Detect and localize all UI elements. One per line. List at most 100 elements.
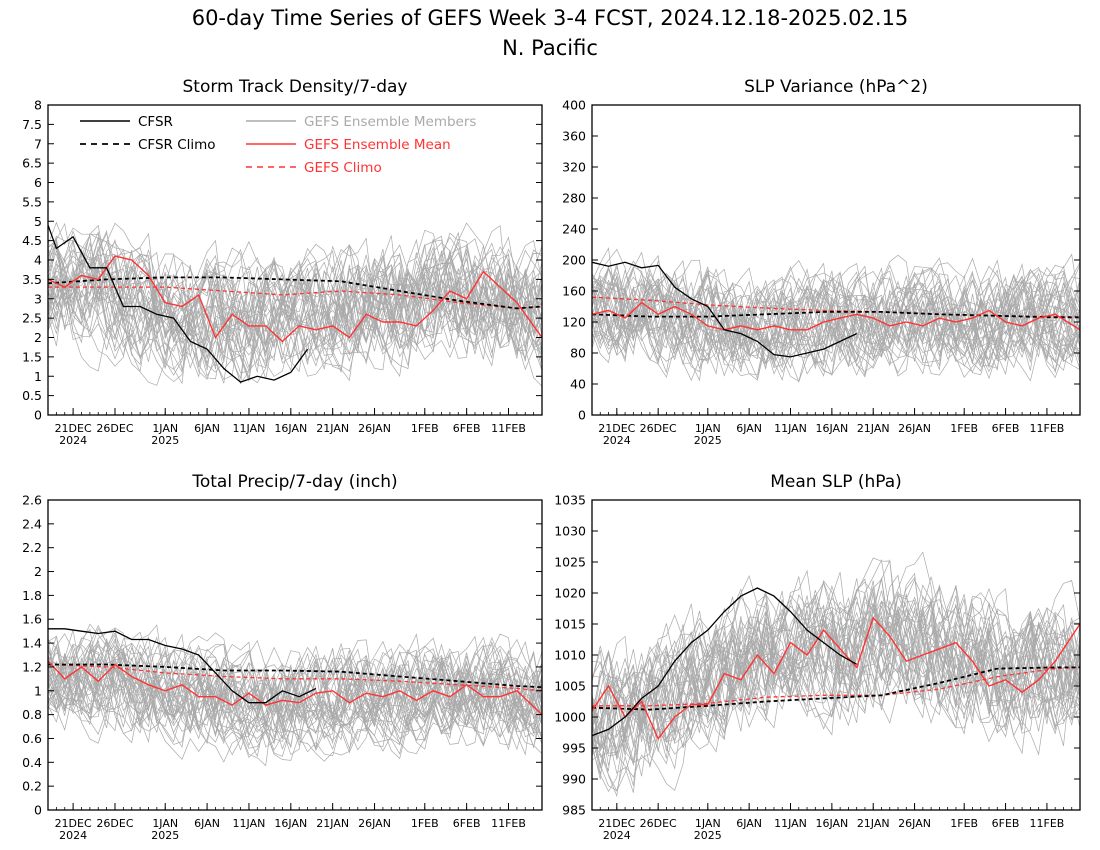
ensemble-member-line (48, 233, 542, 369)
y-tick-label: 2.4 (22, 516, 42, 531)
series-gefs-climo (48, 286, 542, 310)
panel-2: SLP Variance (hPa^2) 0 40 80 120 160 200 240 280… (562, 77, 1081, 447)
y-tick-label: 1020 (554, 586, 586, 601)
y-tick-label: 1.6 (22, 612, 42, 627)
ensemble-member-line (48, 645, 542, 731)
x-tick-label: 16JAN (815, 817, 848, 830)
series-cfsr (48, 628, 317, 704)
ensemble-member-line (48, 648, 542, 744)
ensemble-member-line (48, 633, 542, 756)
y-tick-label: 2 (34, 330, 42, 345)
y-tick-label: 4 (34, 253, 42, 268)
ensemble-member-line (48, 221, 542, 359)
y-tick-label: 80 (570, 346, 586, 361)
x-tick-label: 11JAN (774, 422, 807, 435)
ensemble-member-line (592, 265, 1080, 364)
ensemble-member-line (48, 635, 542, 749)
y-tick-label: 1035 (554, 493, 586, 508)
x-tick-label: 1FEB (411, 422, 439, 435)
ensemble-member-line (592, 267, 1080, 371)
ensemble-member-line (48, 636, 542, 745)
y-tick-label: 6 (34, 175, 42, 190)
ensemble-member-line (592, 247, 1080, 367)
x-tick-label: 6FEB (992, 817, 1020, 830)
panel-title: Storm Track Density/7-day (183, 77, 408, 97)
ensemble-member-line (48, 635, 542, 748)
x-year-label: 2024 (603, 434, 631, 447)
ensemble-member-line (48, 644, 542, 757)
y-tick-label: 7 (34, 136, 42, 151)
y-tick-label: 1 (34, 683, 42, 698)
x-tick-label: 26JAN (898, 817, 931, 830)
x-tick-label: 21JAN (316, 422, 349, 435)
y-tick-label: 3 (34, 291, 42, 306)
series-cfsr-climo (48, 276, 542, 310)
x-tick-label: 26DEC (96, 817, 133, 830)
series-cfsr-climo (592, 666, 1080, 711)
y-tick-label: 240 (562, 222, 586, 237)
y-tick-label: 2.6 (22, 493, 42, 508)
y-tick-label: 0.8 (22, 707, 42, 722)
x-tick-label: 26DEC (640, 817, 677, 830)
ensemble-member-line (592, 581, 1080, 798)
ensemble-member-line (592, 266, 1080, 370)
ensemble-member-line (592, 595, 1080, 733)
y-tick-label: 6.5 (22, 156, 42, 171)
y-tick-label: 0 (578, 408, 586, 423)
ensemble-member-line (48, 238, 542, 360)
y-tick-label: 1025 (554, 555, 586, 570)
series-gefs-ensemble-mean (592, 616, 1080, 741)
figure-subtitle: N. Pacific (502, 36, 598, 60)
series-gefs-ensemble-mean (592, 301, 1080, 331)
ensemble-member-line (592, 604, 1080, 766)
y-tick-label: 5 (34, 214, 42, 229)
x-tick-label: 21DEC (55, 422, 92, 435)
ensemble-member-line (592, 268, 1080, 381)
x-tick-label: 6FEB (453, 422, 481, 435)
y-tick-label: 0.6 (22, 731, 42, 746)
panel-title: Mean SLP (hPa) (770, 472, 902, 492)
y-tick-label: 985 (562, 803, 586, 818)
y-tick-label: 1.2 (22, 659, 42, 674)
x-tick-label: 21JAN (857, 422, 890, 435)
y-tick-label: 0.2 (22, 779, 42, 794)
series-cfsr (592, 261, 857, 358)
x-tick-label: 6FEB (992, 422, 1020, 435)
y-tick-label: 280 (562, 191, 586, 206)
x-tick-label: 11FEB (1030, 817, 1065, 830)
x-tick-label: 1FEB (950, 817, 978, 830)
ensemble-member-line (592, 267, 1080, 376)
x-tick-label: 21DEC (55, 817, 92, 830)
x-tick-label: 11FEB (491, 422, 526, 435)
x-tick-label: 21DEC (598, 817, 635, 830)
x-tick-label: 11JAN (233, 422, 266, 435)
ensemble-member-line (592, 264, 1080, 377)
x-tick-label: 6JAN (194, 422, 220, 435)
y-tick-label: 0.4 (22, 755, 42, 770)
panel-3: Total Precip/7-day (inch)00.20.40.60.811… (22, 472, 543, 842)
y-tick-label: 4.5 (22, 233, 42, 248)
series-cfsr (592, 587, 858, 737)
x-tick-label: 26JAN (358, 817, 391, 830)
y-tick-label: 1.5 (22, 349, 42, 364)
legend-label-gefs-climo: GEFS Climo (304, 160, 382, 176)
panel-4: Mean SLP (hPa) 985 990 995 1000 1005 1010 1015 1… (554, 472, 1081, 842)
x-tick-label: 11JAN (233, 817, 266, 830)
series-cfsr-climo (592, 310, 1080, 319)
y-tick-label: 5.5 (22, 194, 42, 209)
x-year-label: 2024 (59, 829, 87, 842)
x-tick-label: 1JAN (695, 817, 721, 830)
x-tick-label: 1FEB (950, 422, 978, 435)
x-year-label: 2024 (603, 829, 631, 842)
ensemble-member-line (592, 265, 1080, 368)
y-tick-label: 1005 (554, 679, 586, 694)
x-tick-label: 1JAN (152, 422, 178, 435)
y-tick-label: 120 (562, 315, 586, 330)
ensemble-member-line (48, 637, 542, 749)
ensemble-member-line (48, 248, 542, 369)
y-tick-label: 2 (34, 564, 42, 579)
y-tick-label: 40 (570, 377, 586, 392)
ensemble-member-line (592, 574, 1080, 792)
series-gefs-climo (592, 666, 1080, 707)
series-gefs-ensemble-mean (48, 660, 542, 716)
